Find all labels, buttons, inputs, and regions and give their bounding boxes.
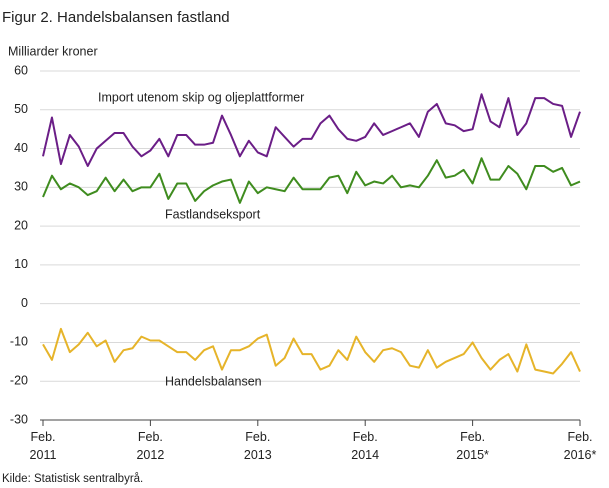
- y-tick-label: 20: [14, 218, 28, 232]
- x-tick-label: Feb. 2012: [136, 430, 164, 462]
- series-label: Import utenom skip og oljeplattformer: [98, 90, 304, 104]
- source: Kilde: Statistisk sentralbyrå.: [2, 473, 143, 485]
- y-tick-label: 10: [14, 257, 28, 271]
- line-series: [42, 93, 581, 168]
- y-axis-label: Milliarder kroner: [8, 44, 98, 58]
- y-tick-label: 40: [14, 141, 28, 155]
- y-tick-label: 50: [14, 102, 28, 116]
- y-tick-label: 0: [21, 296, 28, 310]
- y-tick-label: 60: [14, 63, 28, 77]
- x-tick-label: Feb. 2014: [351, 430, 379, 462]
- y-tick-label: 30: [14, 180, 28, 194]
- y-tick-label: -10: [10, 335, 28, 349]
- y-tick-label: -20: [10, 374, 28, 388]
- series-label: Handelsbalansen: [165, 374, 262, 388]
- line-series: [42, 157, 581, 204]
- series-label: Fastlandseksport: [165, 207, 261, 221]
- line-series: [42, 327, 581, 375]
- x-tick-label: Feb. 2016*: [564, 430, 597, 462]
- x-tick-label: Feb. 2011: [30, 430, 57, 462]
- x-tick-label: Feb. 2015*: [456, 430, 489, 462]
- x-tick-label: Feb. 2013: [244, 430, 272, 462]
- y-tick-label: -30: [10, 412, 28, 426]
- chart-title: Figur 2. Handelsbalansen fastland: [2, 9, 230, 26]
